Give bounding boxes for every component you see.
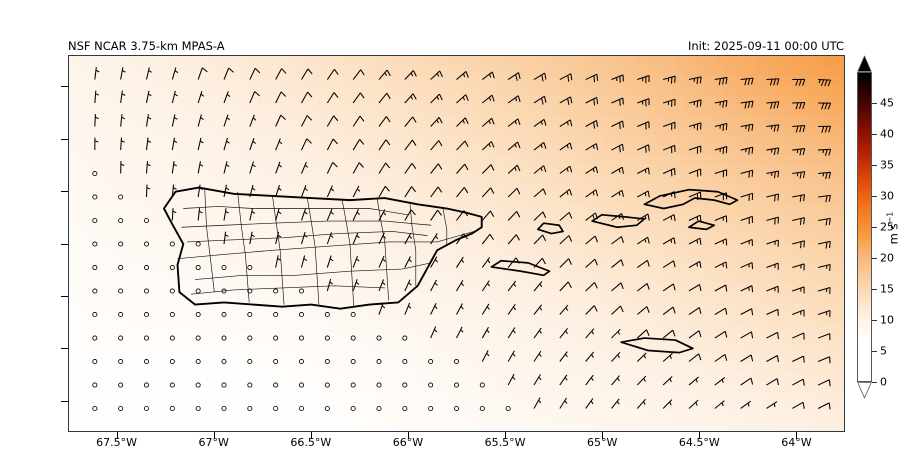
latitude-tick-mark (61, 243, 68, 245)
longitude-tick-label: 65°W (587, 436, 618, 449)
longitude-tick-mark (310, 432, 312, 439)
colorbar-gradient (858, 73, 871, 342)
longitude-tick-mark (116, 432, 118, 439)
colorbar-tick-mark (872, 351, 877, 352)
longitude-tick-mark (407, 432, 409, 439)
init-time-label: Init: 2025-09-11 00:00 UTC (688, 39, 844, 53)
colorbar-tick-mark (872, 258, 877, 259)
longitude-tick-label: 67°W (198, 436, 229, 449)
longitude-tick-label: 64.5°W (678, 436, 720, 449)
colorbar-tick-label: 15 (880, 282, 894, 296)
colorbar-tick-mark (872, 134, 877, 135)
colorbar-tick-label: 5 (880, 344, 887, 358)
colorbar-tick-mark (872, 103, 877, 104)
longitude-tick-label: 67.5°W (96, 436, 137, 449)
latitude-tick-mark (61, 138, 68, 140)
shear-shading-layer (69, 56, 844, 431)
colorbar-axis-label: m s−1 (886, 212, 901, 245)
latitude-tick-mark (61, 86, 68, 88)
latitude-tick-mark (61, 295, 68, 297)
colorbar-tick-mark (872, 289, 877, 290)
colorbar-tick-label: 0 (880, 375, 887, 389)
colorbar-tick-label: 35 (880, 158, 894, 172)
colorbar-tick-label: 40 (880, 127, 894, 141)
longitude-tick-label: 66.5°W (290, 436, 332, 449)
colorbar-extend-top (857, 55, 872, 72)
latitude-tick-mark (61, 191, 68, 193)
colorbar-tick-label: 10 (880, 313, 894, 327)
longitude-tick-label: 65.5°W (484, 436, 526, 449)
colorbar-tick-mark (872, 320, 877, 321)
longitude-tick-mark (213, 432, 215, 439)
latitude-tick-mark (61, 400, 68, 402)
wind-barb-layer (92, 67, 832, 411)
longitude-tick-mark (796, 432, 798, 439)
longitude-tick-mark (505, 432, 507, 439)
colorbar-tick-label: 30 (880, 189, 894, 203)
longitude-tick-label: 64°W (781, 436, 812, 449)
colorbar-unit-exponent: −1 (885, 211, 895, 224)
longitude-tick-mark (699, 432, 701, 439)
coastline-layer (163, 186, 739, 354)
colorbar-tick-label: 45 (880, 96, 894, 110)
colorbar-extend-bottom (857, 382, 872, 399)
colorbar-tick-mark (872, 196, 877, 197)
model-name-line: NSF NCAR 3.75-km MPAS-A (68, 39, 225, 53)
colorbar-tick-mark (872, 227, 877, 228)
colorbar-tick-mark (872, 165, 877, 166)
colorbar-tick-label: 20 (880, 251, 894, 265)
map-plot-area (68, 55, 845, 432)
longitude-tick-label: 66°W (392, 436, 424, 449)
colorbar-tick-mark (872, 382, 877, 383)
colorbar-unit-text: m s (886, 223, 901, 245)
colorbar-tick-label: 25 (880, 220, 894, 234)
latitude-tick-mark (61, 348, 68, 350)
colorbar (857, 72, 872, 382)
longitude-tick-mark (602, 432, 604, 439)
